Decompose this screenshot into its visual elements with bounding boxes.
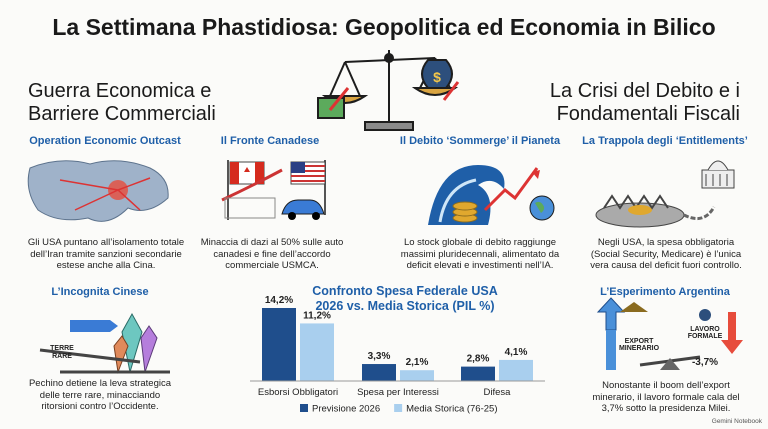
illustration-label: EXPORT MINERARIO <box>618 338 660 352</box>
value-label: 2,8% <box>467 354 490 365</box>
bar <box>262 308 296 381</box>
section-heading: La Crisi del Debito e i Fondamentali Fis… <box>549 80 740 125</box>
world-map-icon <box>27 160 169 222</box>
illustration-label: TERRE <box>50 345 74 352</box>
panel-title: Il Fronte Canadese <box>220 135 320 147</box>
illustration-label: LAVORO FORMALE <box>687 326 723 340</box>
legend-swatch <box>300 404 308 412</box>
section-heading: Guerra Economica e Barriere Commerciali <box>28 80 216 125</box>
bar <box>400 370 434 381</box>
value-label: 4,1% <box>505 347 528 358</box>
debt-wave-icon <box>428 165 555 225</box>
panel-text: Lo stock globale di debito raggiunge mas… <box>400 237 560 271</box>
value-label: 3,3% <box>368 351 391 362</box>
rare-earth-icon <box>39 312 170 374</box>
value-label: 11,2% <box>303 310 331 321</box>
panel-text: Negli USA, la spesa obbligatoria (Social… <box>590 237 742 271</box>
bar <box>461 366 495 381</box>
scale-icon: $ <box>317 50 460 131</box>
bar <box>499 359 533 381</box>
panel-title: L’Esperimento Argentina <box>600 286 730 298</box>
panel-title: La Trappola degli ‘Entitlements’ <box>582 135 748 147</box>
chart-title: Confronto Spesa Federale USA 2026 vs. Me… <box>312 284 498 313</box>
main-title: La Settimana Phastidiosa: Geopolitica ed… <box>52 14 716 40</box>
tariff-icon <box>221 160 326 220</box>
legend-swatch <box>394 404 403 412</box>
panel-text: Pechino detiene la leva strategica delle… <box>28 378 172 412</box>
trap-icon <box>595 160 735 228</box>
value-label: 14,2% <box>265 295 293 306</box>
bar <box>300 323 334 381</box>
x-tick-label: Difesa <box>484 387 512 398</box>
x-tick-label: Spesa per Interessi <box>357 387 439 398</box>
panel-text: Nonostante il boom dell’export minerario… <box>592 380 740 414</box>
panel-title: Operation Economic Outcast <box>29 135 181 147</box>
panel-text: Minaccia di dazi al 50% sulle auto canad… <box>200 237 344 271</box>
illustration-label: -3,7% <box>691 357 719 368</box>
svg-text:$: $ <box>433 69 441 85</box>
panel-title: Il Debito ‘Sommerge’ il Pianeta <box>399 135 561 147</box>
panel-title: L’Incognita Cinese <box>51 286 149 298</box>
x-tick-label: Esborsi Obbligatori <box>258 387 338 398</box>
watermark: Gemini Notebook <box>711 418 762 425</box>
legend-label: Previsione 2026 <box>312 404 380 415</box>
legend-label: Media Storica (76-25) <box>406 404 497 415</box>
argentina-icon <box>596 297 743 370</box>
value-label: 2,1% <box>406 357 429 368</box>
panel-text: Gli USA puntano all’isolamento totale de… <box>27 237 185 271</box>
illustration-label: RARE <box>52 353 72 360</box>
bar <box>362 364 396 381</box>
